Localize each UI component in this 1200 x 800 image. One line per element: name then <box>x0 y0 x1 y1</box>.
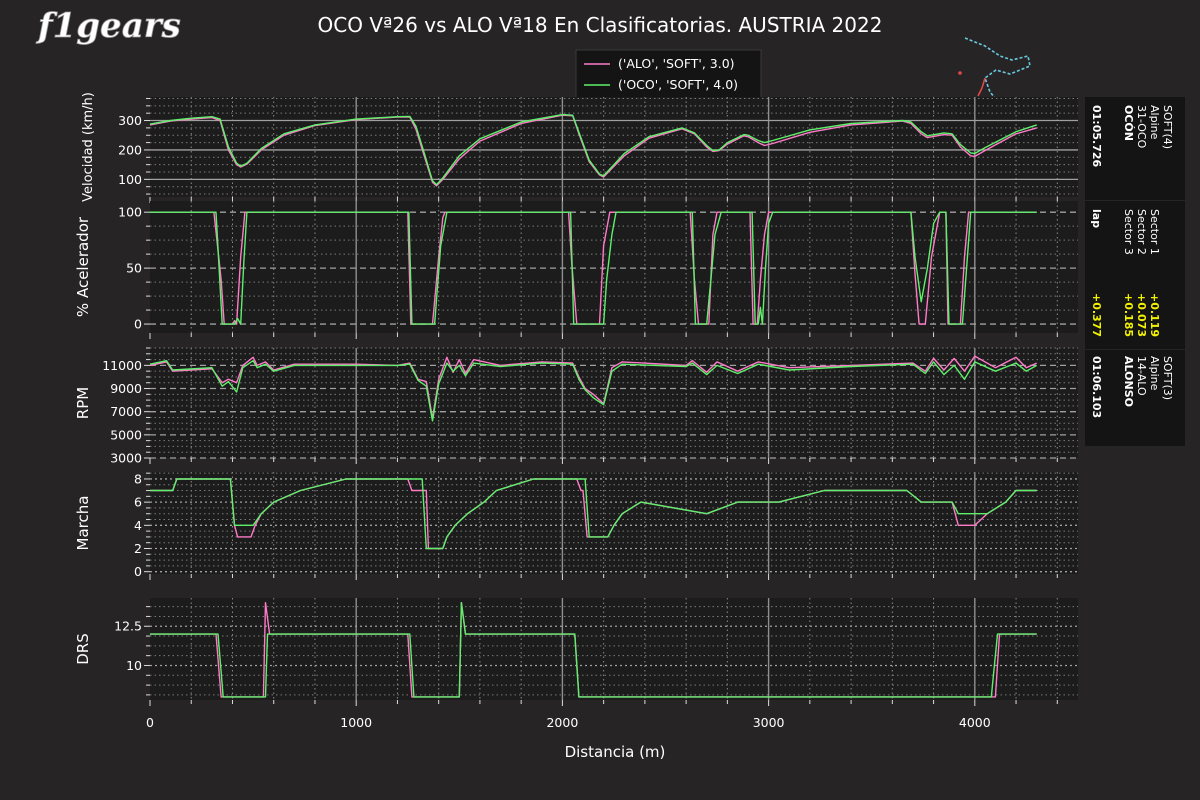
oco-tyre: SOFT(4) <box>1161 105 1174 150</box>
alo-team: Alpine <box>1148 356 1161 391</box>
y-tick-label: 8 <box>134 471 142 486</box>
series-line-oco-throttle <box>150 211 1037 325</box>
y-axis-label-throttle: % Acelerador <box>74 216 92 317</box>
oco-laptime: 01:05.726 <box>1090 105 1103 168</box>
series-line-oco-drs <box>150 602 1037 698</box>
series-line-oco-rpm <box>149 360 1038 422</box>
lap-label: lap <box>1090 209 1103 229</box>
x-tick-label: 3000 <box>753 715 785 730</box>
plot-area-speed <box>150 97 1078 197</box>
y-tick-label: 100 <box>118 172 142 187</box>
legend: ('ALO', 'SOFT', 3.0) ('OCO', 'SOFT', 4.0… <box>575 49 762 99</box>
y-tick-label: 50 <box>126 261 142 276</box>
y-axis-label-speed: Velocidad (km/h) <box>81 92 96 202</box>
y-tick-label: 200 <box>118 142 142 157</box>
y-tick-label: 9000 <box>110 381 142 396</box>
logo-text: f1gears <box>36 6 181 46</box>
sector-1-delta: +0.119 <box>1148 293 1161 338</box>
chart-title: OCO Vª26 vs ALO Vª18 En Clasificatorias.… <box>318 13 883 37</box>
y-tick-label: 11000 <box>102 358 142 373</box>
sector-1-label: Sector 1 <box>1148 209 1161 255</box>
y-tick-label: 5000 <box>110 427 142 442</box>
y-tick-label: 12.5 <box>114 619 142 634</box>
series-line-alo-throttle <box>150 211 1037 325</box>
series-line-alo-rpm <box>149 355 1037 420</box>
subplot-gear: 0 2 4 6 8 Marcha <box>74 471 1078 580</box>
x-tick-label: 0 <box>146 715 154 730</box>
alo-tyre: SOFT(3) <box>1161 356 1174 401</box>
sector-deltas-panel: Sector 1 Sector 2 Sector 3 lap +0.119 +0… <box>1085 201 1185 349</box>
y-axis-label-rpm: RPM <box>74 387 92 419</box>
series-line-oco-speed <box>149 113 1037 186</box>
y-tick-label: 4 <box>134 518 142 533</box>
x-tick-label: 2000 <box>546 715 578 730</box>
y-tick-label: 2 <box>134 541 142 556</box>
subplot-speed: 100 200 300 Velocidad (km/h) <box>81 92 1078 203</box>
y-tick-label: 3000 <box>110 451 142 466</box>
x-tick-label: 1000 <box>340 715 372 730</box>
y-tick-label: 10 <box>126 658 142 673</box>
lap-delta: +0.377 <box>1090 293 1103 338</box>
sector-3-delta: +0.185 <box>1122 293 1135 338</box>
subplot-rpm: 3000 5000 7000 9000 11000 RPM <box>74 347 1078 466</box>
y-tick-label: 6 <box>134 495 142 510</box>
subplot-throttle: 0 50 100 % Acelerador <box>74 201 1078 339</box>
sector-3-label: Sector 3 <box>1122 209 1135 255</box>
series-line-alo-speed <box>149 114 1037 187</box>
alo-name: ALONSO <box>1122 356 1135 407</box>
subplot-drs: 10 12.5 DRS <box>74 598 1078 706</box>
y-tick-label: 100 <box>118 205 142 220</box>
f1gears-logo: f1gears <box>36 6 182 47</box>
alo-code: 14-ALO <box>1135 356 1148 396</box>
oco-name: OCÓN <box>1122 105 1135 141</box>
oco-info-panel: SOFT(4) Alpine 31-OCO OCÓN 01:05.726 <box>1085 97 1185 200</box>
alo-laptime: 01:06.103 <box>1090 356 1103 419</box>
oco-team: Alpine <box>1148 105 1161 140</box>
sector-2-label: Sector 2 <box>1135 209 1148 255</box>
track-map-icon <box>958 37 1063 109</box>
plot-area-gear <box>150 472 1078 574</box>
legend-box <box>575 49 762 99</box>
series-line-oco-gear <box>150 478 1037 550</box>
y-axis-label-drs: DRS <box>74 633 92 665</box>
legend-entry-oco: ('OCO', 'SOFT', 4.0) <box>618 77 738 92</box>
y-axis-label-gear: Marcha <box>74 496 92 551</box>
oco-code: 31-OCO <box>1135 105 1148 149</box>
alo-info-panel: SOFT(3) Alpine 14-ALO ALONSO 01:06.103 <box>1085 350 1185 446</box>
y-tick-label: 7000 <box>110 404 142 419</box>
y-tick-label: 0 <box>134 564 142 579</box>
plot-area-drs <box>150 598 1078 700</box>
x-axis-label: Distancia (m) <box>565 743 666 761</box>
x-tick-label: 4000 <box>959 715 991 730</box>
y-tick-label: 300 <box>118 113 142 128</box>
legend-entry-alo: ('ALO', 'SOFT', 3.0) <box>618 56 735 71</box>
y-tick-label: 0 <box>134 317 142 332</box>
sector-2-delta: +0.073 <box>1135 293 1148 338</box>
